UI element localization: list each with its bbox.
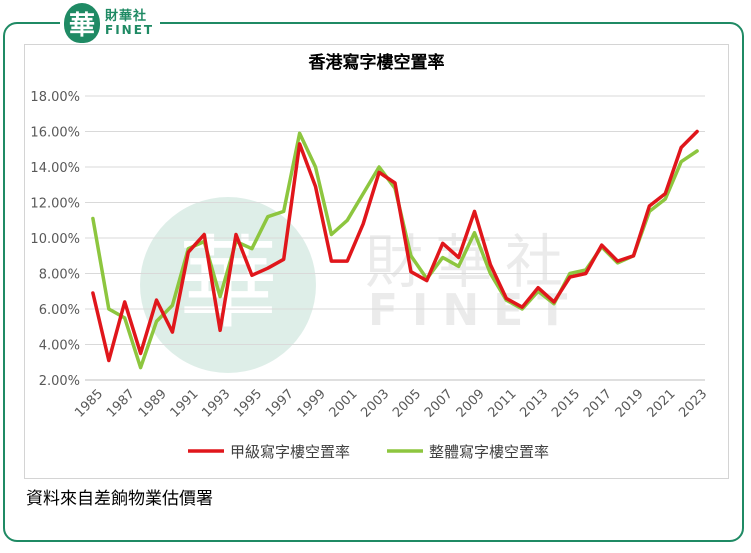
finet-logo-cn: 財華社	[105, 8, 148, 24]
legend-label: 整體寫字樓空置率	[429, 443, 549, 461]
x-tick-label: 2013	[517, 387, 551, 421]
y-axis-labels: 2.00% 4.00% 6.00% 8.00% 10.00% 12.00% 14.00% 16…	[30, 90, 80, 389]
finet-logo-text: 財華社 FINET	[105, 10, 154, 36]
x-tick-label: 2021	[645, 387, 679, 421]
y-tick-label: 4.00%	[39, 339, 80, 354]
x-tick-label: 1985	[72, 387, 106, 421]
y-tick-label: 14.00%	[30, 161, 80, 176]
x-tick-label: 1997	[263, 387, 297, 421]
x-tick-label: 1991	[168, 387, 202, 421]
y-tick-label: 2.00%	[39, 374, 80, 389]
x-tick-label: 2015	[549, 387, 583, 421]
x-tick-label: 2005	[390, 387, 424, 421]
x-tick-label: 1993	[199, 387, 233, 421]
chart-title: 香港寫字樓空置率	[308, 53, 445, 73]
x-tick-label: 1987	[104, 387, 138, 421]
card-frame	[3, 22, 744, 542]
chart-legend: 甲級寫字樓空置率 整體寫字樓空置率	[188, 443, 549, 461]
y-tick-label: 12.00%	[30, 197, 80, 212]
grade-a-vacancy-line	[91, 129, 699, 363]
x-tick-label: 2007	[422, 387, 456, 421]
finet-logo-en: FINET	[105, 22, 155, 37]
x-tick-label: 2003	[358, 387, 392, 421]
x-tick-label: 2001	[327, 387, 361, 421]
y-gridlines	[85, 95, 705, 345]
x-tick-label: 2011	[486, 387, 520, 421]
x-tick-label: 1995	[231, 387, 265, 421]
x-tick-label: 2009	[454, 387, 488, 421]
x-tick-label: 2019	[613, 387, 647, 421]
y-tick-label: 10.00%	[30, 232, 80, 247]
x-axis-labels: 1985198719891991199319951997199920012003…	[72, 387, 710, 421]
finet-logo-mark: 華	[64, 3, 100, 43]
x-tick-label: 1989	[136, 387, 170, 421]
finet-logo: 華 財華社 FINET	[60, 0, 161, 46]
legend-label: 甲級寫字樓空置率	[230, 443, 350, 461]
series-lines	[91, 129, 699, 370]
finet-watermark: 華 財華社 FINET	[140, 197, 581, 373]
x-tick-label: 2023	[676, 387, 710, 421]
y-tick-label: 18.00%	[30, 90, 80, 105]
chart-container	[24, 44, 729, 479]
x-tick-label: 2017	[581, 387, 615, 421]
y-tick-label: 8.00%	[39, 268, 80, 283]
y-tick-label: 6.00%	[39, 303, 80, 318]
watermark-en: FINET	[368, 285, 581, 336]
y-tick-label: 16.00%	[30, 126, 80, 141]
source-note: 資料來自差餉物業估價署	[26, 489, 213, 509]
x-tick-label: 1999	[295, 387, 329, 421]
